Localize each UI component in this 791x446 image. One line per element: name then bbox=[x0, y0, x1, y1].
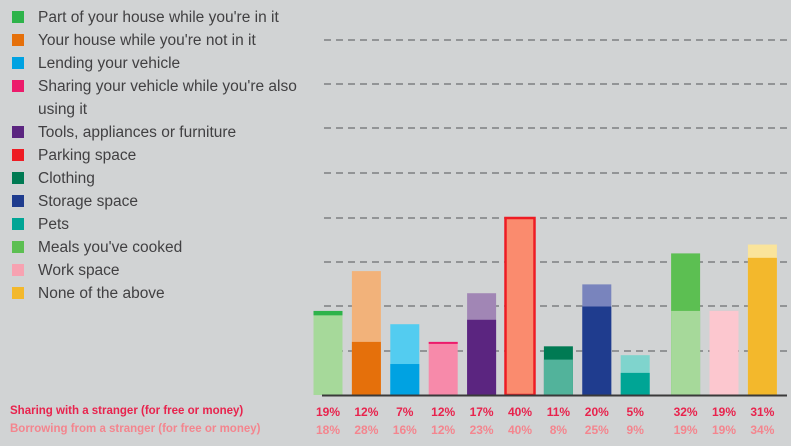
legend-label: Parking space bbox=[38, 147, 137, 164]
legend-swatch bbox=[12, 264, 24, 276]
sharing-percent-label: 40% bbox=[507, 405, 533, 419]
legend-item: Meals you've cooked bbox=[10, 236, 310, 259]
sharing-percent-label: 5% bbox=[626, 405, 644, 419]
borrowing-percent-label: 34% bbox=[750, 423, 775, 437]
borrowing-percent-label: 8% bbox=[549, 423, 568, 437]
legend-label: Pets bbox=[38, 216, 70, 233]
legend-item: Parking space bbox=[10, 144, 310, 167]
bar-borrowing bbox=[428, 341, 458, 395]
legend-label: Lending your vehicle bbox=[38, 55, 181, 72]
bar-borrowing bbox=[313, 315, 343, 395]
legend-swatch bbox=[12, 34, 24, 46]
legend-item: Storage space bbox=[10, 190, 310, 213]
bar-sharing bbox=[467, 319, 497, 395]
borrowing-percent-label: 40% bbox=[507, 423, 533, 437]
legend-label: Meals you've cooked bbox=[38, 239, 183, 256]
sharing-percent-label: 17% bbox=[469, 405, 494, 419]
legend-swatch bbox=[12, 11, 24, 23]
legend-label: Sharing your vehicle while you're also u… bbox=[38, 78, 297, 118]
sharing-percent-label: 20% bbox=[584, 405, 609, 419]
legend-item: Your house while you're not in it bbox=[10, 29, 310, 52]
sharing-percent-label: 31% bbox=[750, 405, 775, 419]
legend-label: Your house while you're not in it bbox=[38, 32, 256, 49]
bar-sharing bbox=[620, 372, 650, 395]
legend-label: None of the above bbox=[38, 285, 165, 302]
borrowing-percent-label: 9% bbox=[626, 423, 644, 437]
legend-swatch bbox=[12, 57, 24, 69]
sharing-percent-label: 32% bbox=[673, 405, 698, 419]
bar-sharing bbox=[747, 257, 777, 395]
legend-label: Part of your house while you're in it bbox=[38, 9, 279, 26]
legend-swatch bbox=[12, 172, 24, 184]
bar-sharing bbox=[351, 341, 381, 395]
legend-swatch bbox=[12, 149, 24, 161]
borrowing-percent-label: 19% bbox=[711, 423, 737, 437]
borrowing-row-label: Borrowing from a stranger (for free or m… bbox=[10, 423, 261, 435]
legend-label: Tools, appliances or furniture bbox=[38, 124, 237, 141]
legend-swatch bbox=[12, 218, 24, 230]
bar-borrowing bbox=[671, 310, 701, 395]
sharing-percent-label: 12% bbox=[354, 405, 379, 419]
borrowing-percent-label: 23% bbox=[469, 423, 494, 437]
legend-item: Work space bbox=[10, 259, 310, 282]
legend-item: Pets bbox=[10, 213, 310, 236]
legend-item: Lending your vehicle bbox=[10, 52, 310, 75]
legend-label: Storage space bbox=[38, 193, 138, 210]
bar-borrowing bbox=[543, 359, 573, 395]
legend-item: Clothing bbox=[10, 167, 310, 190]
borrowing-percent-label: 19% bbox=[673, 423, 698, 437]
borrowing-percent-label: 25% bbox=[584, 423, 609, 437]
bar-sharing bbox=[582, 306, 612, 395]
legend-item: Tools, appliances or furniture bbox=[10, 121, 310, 144]
bar-borrowing bbox=[709, 310, 739, 395]
sharing-percent-label: 7% bbox=[396, 405, 414, 419]
legend-swatch bbox=[12, 126, 24, 138]
legend-label: Clothing bbox=[38, 170, 95, 187]
sharing-percent-label: 11% bbox=[546, 405, 571, 419]
sharing-percent-label: 19% bbox=[315, 405, 341, 419]
bar-sharing-top bbox=[428, 341, 458, 344]
legend-swatch bbox=[12, 241, 24, 253]
sharing-row-label: Sharing with a stranger (for free or mon… bbox=[10, 405, 244, 417]
legend-swatch bbox=[12, 287, 24, 299]
borrowing-percent-label: 18% bbox=[315, 423, 341, 437]
legend-item: None of the above bbox=[10, 282, 310, 305]
legend-swatch bbox=[12, 80, 24, 92]
legend-item: Sharing your vehicle while you're also u… bbox=[10, 75, 310, 121]
sharing-percent-label: 12% bbox=[431, 405, 456, 419]
legend-swatch bbox=[12, 195, 24, 207]
chart-legend: Part of your house while you're in it You… bbox=[10, 6, 310, 305]
bar-sharing bbox=[390, 364, 420, 395]
bar-sharing bbox=[504, 216, 536, 397]
sharing-percent-label: 19% bbox=[711, 405, 737, 419]
borrowing-percent-label: 12% bbox=[431, 423, 456, 437]
borrowing-percent-label: 28% bbox=[354, 423, 379, 437]
legend-item: Part of your house while you're in it bbox=[10, 6, 310, 29]
legend-label: Work space bbox=[38, 262, 120, 279]
borrowing-percent-label: 16% bbox=[392, 423, 417, 437]
